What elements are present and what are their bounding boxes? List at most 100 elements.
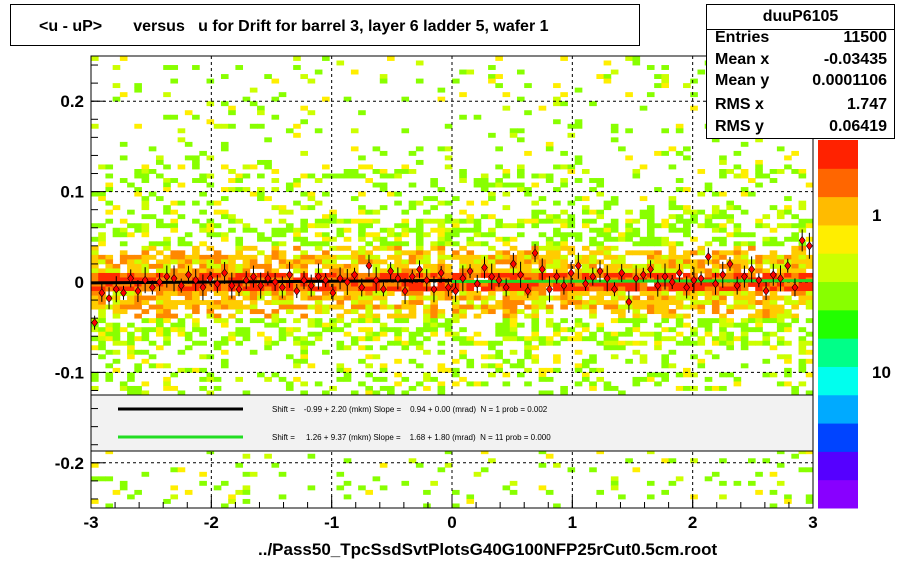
profile-point — [712, 279, 719, 289]
heatmap-cell — [480, 340, 489, 346]
heatmap-cell — [293, 263, 301, 269]
heatmap-cell — [502, 250, 511, 256]
heatmap-cell — [473, 331, 482, 337]
heatmap-cell — [466, 336, 475, 342]
heatmap-cell — [459, 309, 467, 315]
heatmap-cell — [603, 340, 612, 346]
heatmap-cell — [228, 268, 236, 274]
heatmap-cell — [459, 178, 467, 183]
heatmap-cell — [394, 259, 402, 265]
heatmap-cell — [119, 218, 128, 224]
heatmap-cell — [755, 137, 763, 143]
heatmap-cell — [437, 282, 446, 287]
heatmap-cell — [235, 304, 244, 310]
heatmap-cell — [322, 327, 330, 333]
heatmap-cell — [480, 282, 489, 287]
heatmap-cell — [516, 358, 525, 364]
heatmap-cell — [314, 128, 323, 134]
heatmap-cell — [271, 309, 280, 315]
heatmap-cell — [401, 227, 410, 233]
heatmap-cell — [343, 458, 352, 464]
heatmap-cell — [394, 318, 402, 324]
heatmap-cell — [127, 304, 135, 310]
heatmap-cell — [408, 313, 417, 319]
heatmap-cell — [220, 123, 229, 129]
heatmap-cell — [683, 209, 691, 215]
heatmap-cell — [98, 272, 106, 278]
heatmap-cell — [639, 340, 648, 346]
heatmap-cell — [141, 318, 150, 324]
heatmap-cell — [285, 187, 294, 192]
heatmap-cell — [654, 74, 662, 79]
heatmap-cell — [423, 250, 431, 256]
heatmap-cell — [473, 295, 482, 301]
heatmap-cell — [805, 291, 814, 296]
heatmap-cell — [112, 349, 121, 355]
heatmap-cell — [538, 218, 547, 224]
heatmap-cell — [459, 354, 467, 360]
heatmap-cell — [646, 494, 655, 500]
heatmap-cell — [755, 259, 763, 265]
heatmap-cell — [480, 232, 489, 238]
heatmap-cell — [769, 372, 778, 378]
heatmap-cell — [755, 309, 763, 315]
heatmap-cell — [444, 272, 453, 278]
heatmap-cell — [740, 209, 749, 215]
heatmap-cell — [639, 209, 648, 215]
heatmap-cell — [401, 232, 410, 238]
heatmap-cell — [798, 358, 807, 364]
heatmap-cell — [639, 282, 648, 287]
heatmap-cell — [278, 471, 287, 477]
heatmap-cell — [762, 340, 771, 346]
heatmap-cell — [199, 227, 207, 233]
heatmap-cell — [379, 322, 388, 328]
heatmap-cell — [581, 327, 590, 333]
heatmap-cell — [343, 494, 352, 500]
heatmap-cell — [480, 467, 489, 473]
heatmap-cell — [358, 245, 366, 251]
heatmap-cell — [726, 200, 734, 206]
heatmap-cell — [581, 223, 590, 229]
heatmap-cell — [668, 245, 677, 251]
profile-point — [329, 288, 337, 298]
heatmap-cell — [452, 300, 460, 305]
heatmap-cell — [625, 92, 633, 98]
heatmap-cell — [805, 218, 814, 224]
profile-points — [91, 229, 813, 330]
profile-point — [733, 281, 741, 291]
heatmap-cell — [387, 291, 395, 296]
heatmap-cell — [625, 340, 633, 346]
heatmap-cell — [423, 304, 431, 310]
heatmap-cell — [415, 295, 424, 301]
heatmap-cell — [91, 385, 99, 391]
heatmap-cell — [776, 340, 785, 346]
heatmap-cell — [336, 173, 345, 179]
heatmap-cell — [538, 209, 547, 215]
heatmap-cell — [776, 169, 785, 174]
heatmap-cell — [358, 345, 366, 351]
heatmap-cell — [300, 358, 308, 364]
heatmap-cell — [343, 331, 352, 337]
heatmap-cell — [430, 322, 438, 328]
heatmap-cell — [206, 200, 215, 206]
heatmap-cell — [524, 218, 532, 224]
heatmap-cell — [141, 381, 150, 387]
heatmap-cell — [430, 318, 438, 324]
heatmap-cell — [437, 87, 446, 93]
heatmap-cell — [610, 200, 619, 206]
heatmap-cell — [379, 272, 388, 278]
heatmap-cell — [365, 372, 373, 378]
heatmap-cell — [228, 336, 236, 342]
heatmap-cell — [553, 286, 561, 292]
palette-step — [818, 309, 858, 339]
heatmap-cell — [170, 65, 179, 70]
heatmap-cell — [105, 503, 114, 509]
heatmap-cell — [805, 304, 814, 310]
heatmap-cell — [545, 367, 554, 373]
heatmap-cell — [545, 236, 554, 242]
heatmap-cell — [415, 363, 424, 369]
heatmap-cell — [148, 318, 157, 324]
heatmap-cell — [112, 300, 121, 305]
heatmap-cell — [271, 205, 280, 211]
heatmap-cell — [704, 327, 713, 333]
